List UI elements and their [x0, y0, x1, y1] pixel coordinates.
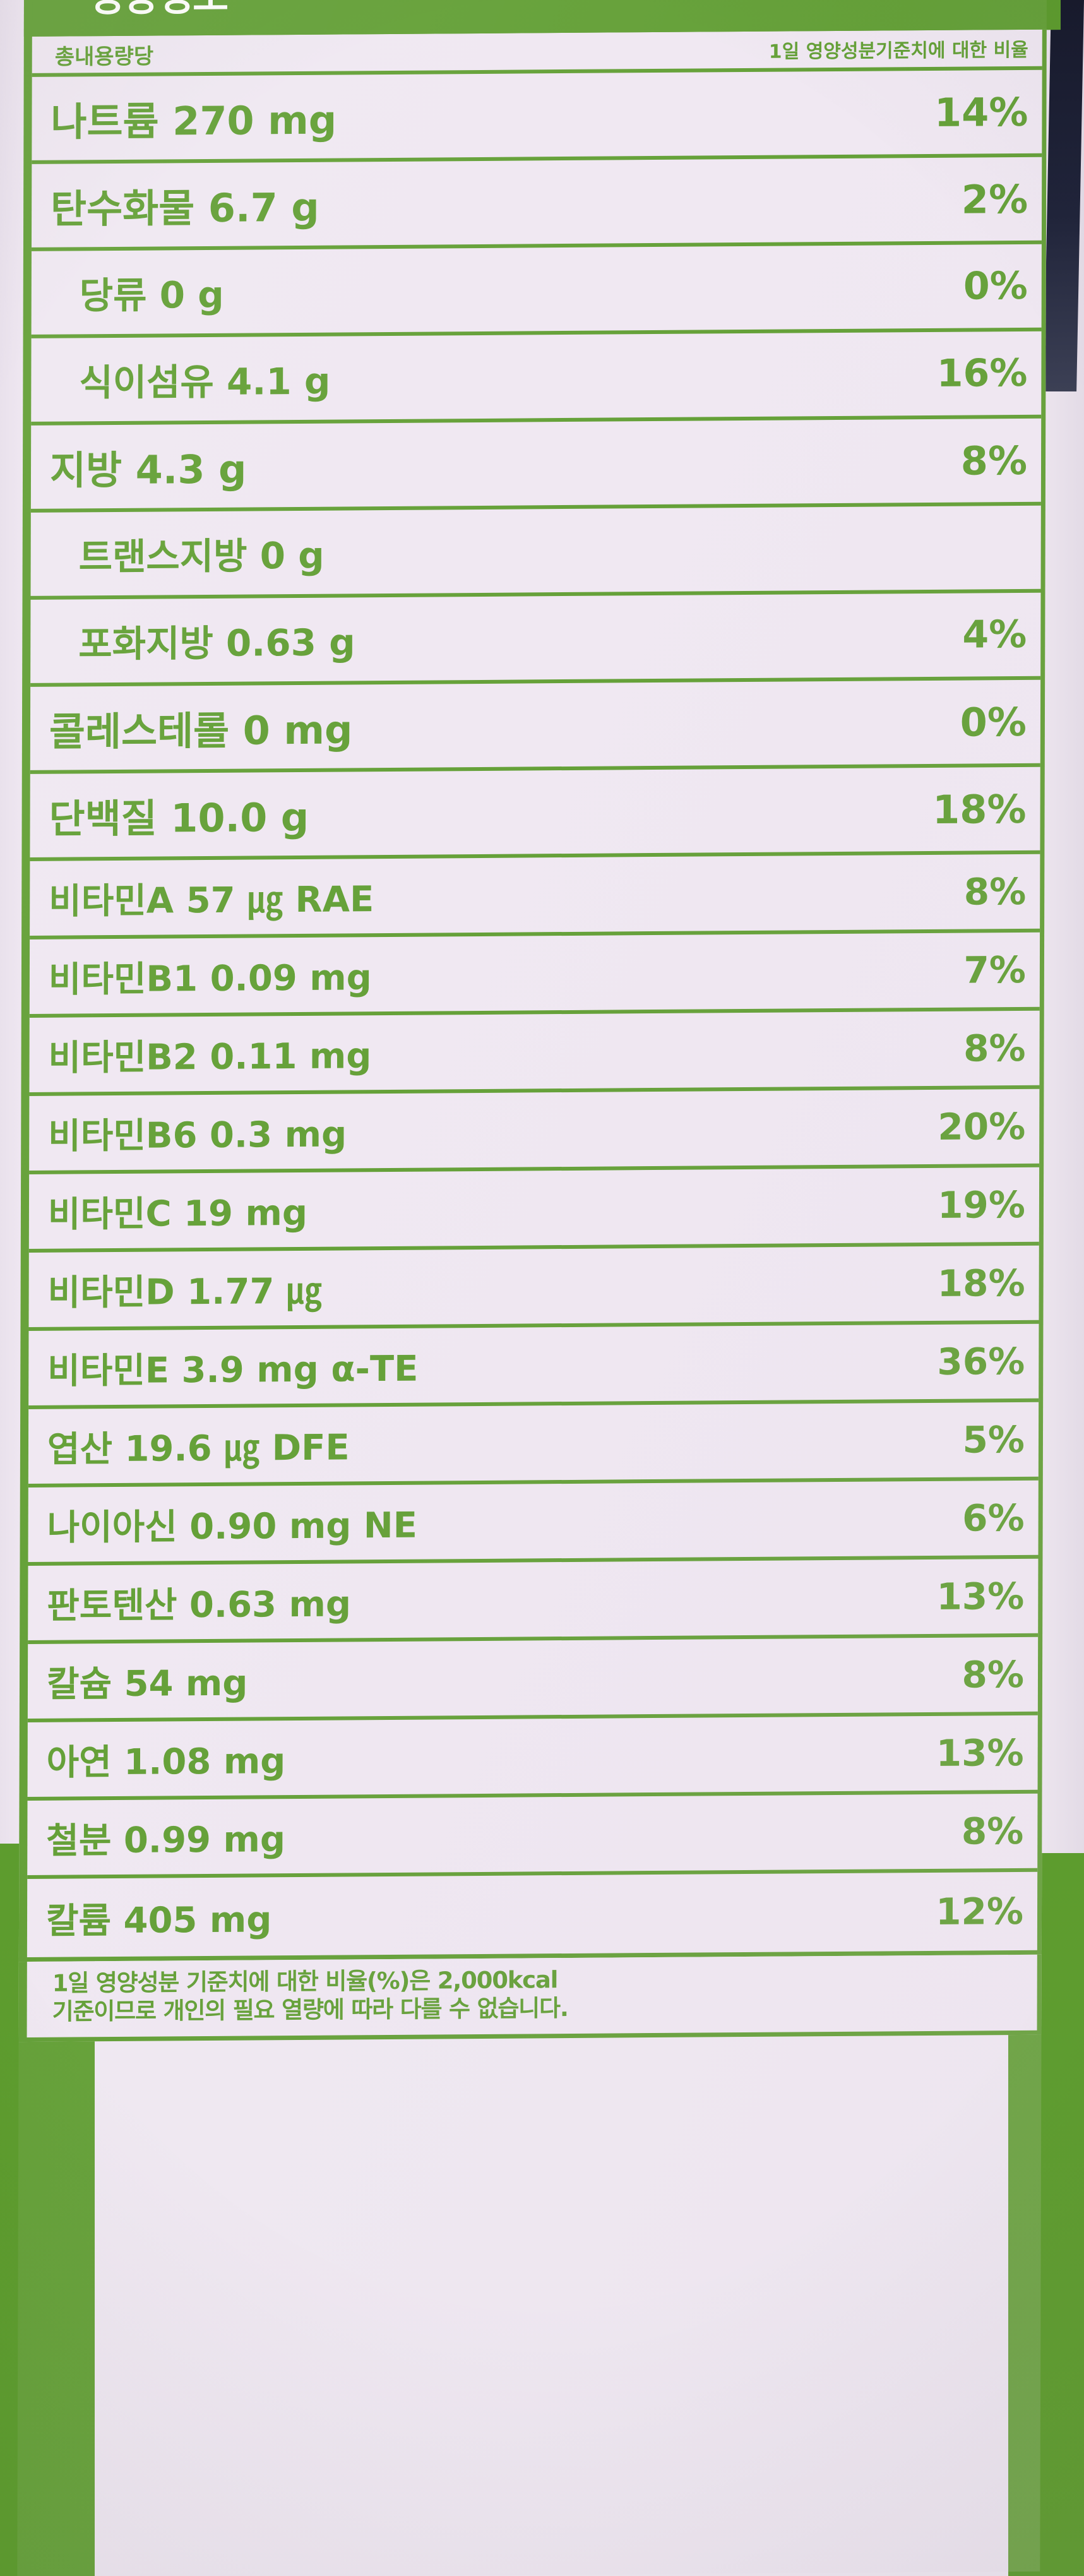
nutrient-name: 콜레스테롤 0 mg — [49, 707, 353, 755]
nutrient-daily-value: 12% — [936, 1889, 1024, 1933]
nutrient-row: 비타민B6 0.3 mg 20% — [29, 1088, 1040, 1174]
nutrient-row: 단백질 10.0 g 18% — [30, 766, 1040, 861]
footnote-line-2: 기준이므로 개인의 필요 열량에 따라 다를 수 없습니다. — [52, 1995, 568, 2025]
nutrient-name: 비타민E 3.9 mg α-TE — [47, 1348, 419, 1392]
nutrition-banner-title: 영양정보 — [88, 0, 227, 22]
nutrient-rows: 나트륨 270 mg 14% 탄수화물 6.7 g 2% 당류 0 g 0% 식이섬유 4.… — [27, 69, 1042, 1957]
nutrient-row: 지방 4.3 g 8% — [30, 418, 1042, 513]
nutrient-name: 아연 1.08 mg — [46, 1740, 286, 1784]
nutrient-row: 콜레스테롤 0 mg 0% — [30, 679, 1041, 774]
nutrient-row: 비타민C 19 mg 19% — [28, 1167, 1040, 1253]
nutrient-daily-value: 7% — [963, 948, 1027, 992]
nutrient-row: 엽산 19.6 ㎍ DFE 5% — [28, 1402, 1039, 1488]
nutrient-row: 나트륨 270 mg 14% — [32, 69, 1042, 164]
nutrient-daily-value: 14% — [934, 88, 1028, 136]
nutrient-row: 비타민E 3.9 mg α-TE 36% — [28, 1323, 1039, 1409]
nutrient-name: 비타민B2 0.11 mg — [48, 1035, 372, 1079]
nutrition-facts-label: 영양정보 총 내용량 150 mL / 95 kcal 총내용량당 1일 영양성… — [17, 0, 1047, 2576]
nutrient-daily-value: 8% — [963, 1026, 1026, 1070]
nutrient-name: 판토텐산 0.63 mg — [47, 1583, 352, 1627]
nutrient-row: 철분 0.99 mg 8% — [27, 1793, 1038, 1879]
nutrient-row: 아연 1.08 mg 13% — [27, 1715, 1038, 1801]
nutrient-daily-value: 8% — [962, 1652, 1025, 1696]
nutrient-row: 트랜스지방 0 g — [30, 505, 1041, 600]
nutrient-name: 단백질 10.0 g — [49, 794, 309, 842]
nutrient-row: 나이아신 0.90 mg NE 6% — [28, 1480, 1039, 1566]
nutrition-table: 총내용량당 1일 영양성분기준치에 대한 비율 나트륨 270 mg 14% 탄수화… — [18, 29, 1047, 1962]
nutrient-row: 비타민B2 0.11 mg 8% — [29, 1010, 1040, 1096]
daily-value-label: 1일 영양성분기준치에 대한 비율 — [768, 39, 1028, 63]
nutrient-name: 비타민B1 0.09 mg — [48, 957, 372, 1001]
nutrient-daily-value: 19% — [938, 1183, 1026, 1227]
nutrient-daily-value: 13% — [936, 1574, 1025, 1618]
nutrient-name: 비타민B6 0.3 mg — [48, 1113, 347, 1157]
nutrient-name: 칼슘 54 mg — [46, 1662, 248, 1705]
nutrient-name: 비타민C 19 mg — [47, 1192, 308, 1236]
nutrient-daily-value: 36% — [937, 1339, 1025, 1383]
nutrient-name: 칼륨 405 mg — [45, 1899, 272, 1942]
nutrient-row: 칼륨 405 mg 12% — [27, 1872, 1037, 1957]
nutrient-name: 탄수화물 6.7 g — [51, 184, 319, 232]
nutrient-daily-value: 16% — [936, 350, 1028, 396]
nutrient-daily-value: 18% — [932, 785, 1027, 833]
nutrient-name: 철분 0.99 mg — [46, 1818, 286, 1862]
nutrient-daily-value: 18% — [937, 1261, 1025, 1305]
nutrient-row: 탄수화물 6.7 g 2% — [31, 157, 1042, 251]
nutrition-banner-amount: 총 내용량 150 mL / 95 kcal — [468, 0, 831, 6]
nutrient-daily-value: 4% — [962, 612, 1027, 657]
nutrient-daily-value: 0% — [963, 263, 1028, 309]
nutrient-row: 포화지방 0.63 g 4% — [30, 592, 1041, 687]
nutrient-daily-value: 13% — [936, 1731, 1024, 1775]
nutrient-daily-value: 5% — [962, 1417, 1025, 1462]
nutrient-daily-value: 8% — [960, 437, 1028, 484]
nutrient-row: 식이섬유 4.1 g 16% — [31, 331, 1042, 426]
nutrient-name: 비타민D 1.77 ㎍ — [47, 1270, 322, 1314]
nutrient-name: 트랜스지방 0 g — [78, 534, 325, 579]
nutrient-daily-value: 2% — [961, 176, 1028, 223]
nutrient-row: 비타민B1 0.09 mg 7% — [29, 932, 1040, 1018]
nutrient-row: 판토텐산 0.63 mg 13% — [28, 1558, 1039, 1644]
daily-value-footnote: 1일 영양성분 기준치에 대한 비율(%)은 2,000kcal 기준이므로 개… — [18, 1954, 1042, 2042]
nutrient-name: 지방 4.3 g — [49, 446, 247, 494]
nutrient-name: 당류 0 g — [79, 273, 224, 318]
nutrient-name: 포화지방 0.63 g — [78, 621, 355, 666]
nutrient-daily-value: 8% — [963, 869, 1027, 914]
nutrient-row: 비타민D 1.77 ㎍ 18% — [28, 1245, 1039, 1331]
per-serving-label: 총내용량당 — [54, 44, 154, 70]
nutrient-name: 비타민A 57 ㎍ RAE — [49, 878, 374, 922]
nutrient-daily-value: 20% — [938, 1104, 1026, 1148]
nutrient-name: 식이섬유 4.1 g — [79, 359, 331, 405]
nutrient-row: 비타민A 57 ㎍ RAE 8% — [30, 854, 1040, 939]
nutrient-name: 나트륨 270 mg — [51, 97, 337, 145]
nutrient-name: 나이아신 0.90 mg NE — [47, 1505, 418, 1549]
nutrition-table-header: 총내용량당 1일 영양성분기준치에 대한 비율 — [32, 29, 1042, 77]
nutrient-name: 엽산 19.6 ㎍ DFE — [47, 1426, 350, 1470]
nutrient-daily-value: 6% — [962, 1496, 1025, 1540]
nutrient-row: 칼슘 54 mg 8% — [27, 1637, 1039, 1722]
nutrient-row: 당류 0 g 0% — [31, 244, 1042, 338]
nutrient-daily-value: 8% — [961, 1809, 1024, 1853]
nutrient-daily-value: 0% — [960, 698, 1027, 746]
